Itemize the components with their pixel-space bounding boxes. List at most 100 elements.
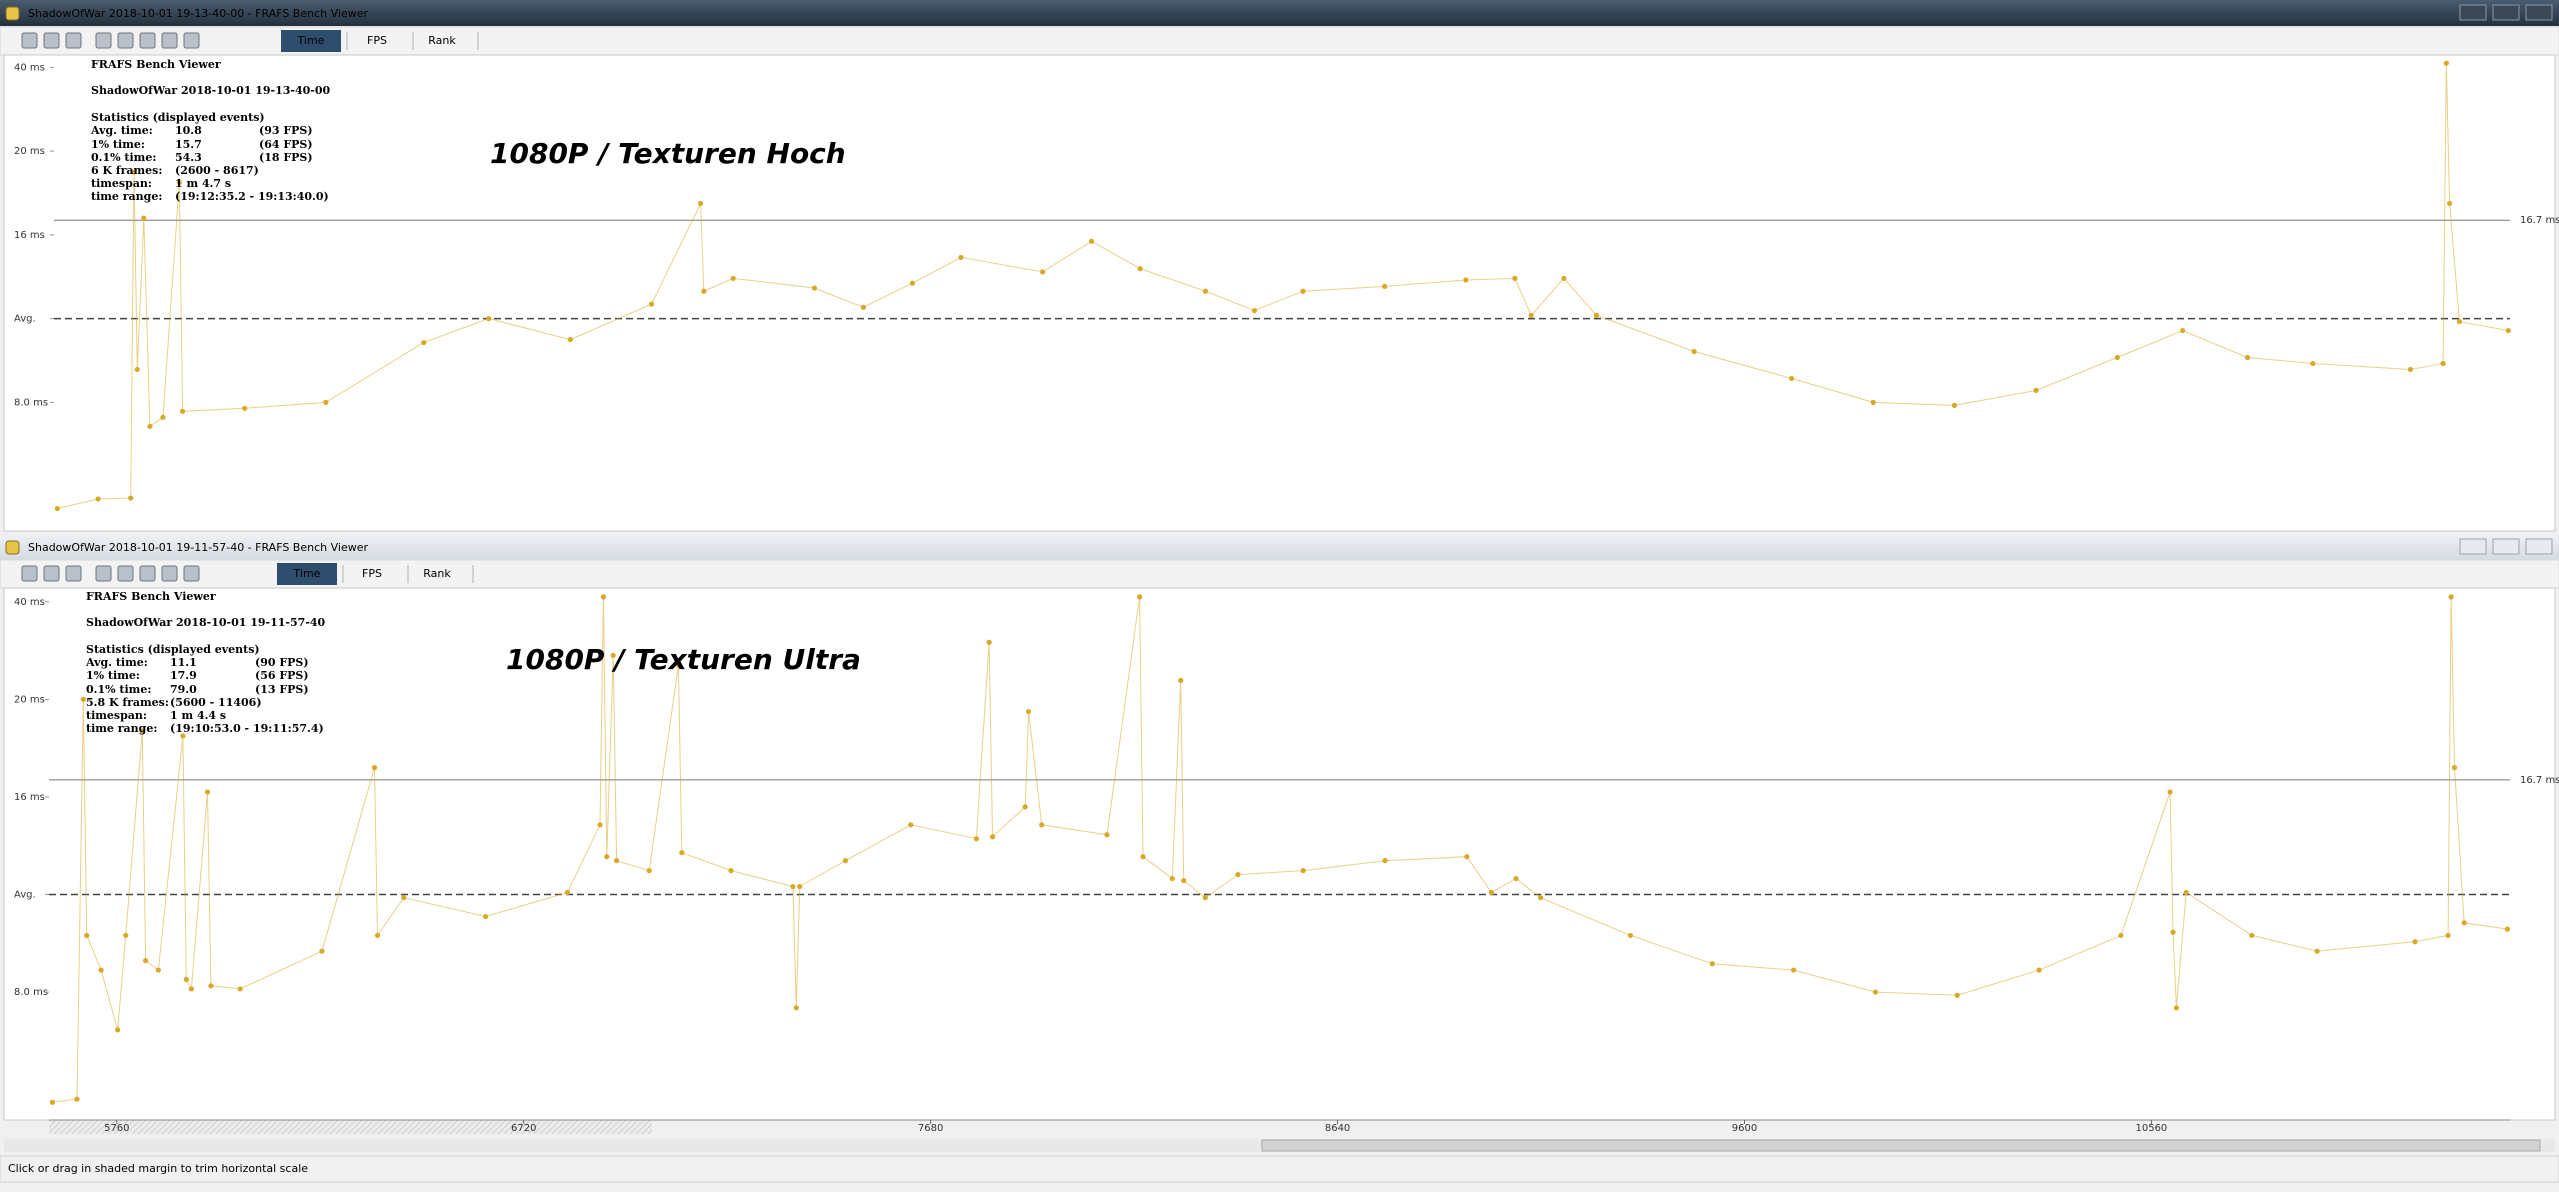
toolbar-icon[interactable] [183,32,200,49]
toolbar-icon[interactable] [161,32,178,49]
frame-point [1872,989,1879,995]
toolbar-icon[interactable] [95,565,112,582]
frame-point [989,834,996,840]
stats-cell: 10.8 [175,124,202,137]
toolbar [0,559,2559,589]
stats-cell: (5600 - 11406) [170,696,262,709]
frame-point [176,179,182,186]
stats-heading: Statistics (displayed events) [91,111,265,124]
frame-point [2167,789,2173,795]
frame-point [1235,871,1241,878]
toolbar-icon[interactable] [95,32,112,49]
frame-point [675,662,682,668]
stats-cell: (2600 - 8617) [175,164,259,177]
toolbar-icon[interactable] [139,32,156,49]
toolbar-icon[interactable] [117,565,134,582]
frame-point [1025,708,1032,715]
frame-point [1300,868,1306,874]
x-tick-label: 10560 [2135,1123,2167,1134]
y-tick-label: 8.0 ms [14,987,48,998]
frame-point [84,932,90,939]
title-bar [0,534,2559,560]
stats-cell: 1% time: [91,138,145,151]
toolbar-icon[interactable] [43,565,60,582]
frame-point [2443,60,2449,66]
trim-margin[interactable] [49,1120,652,1134]
stats-heading: Statistics (displayed events) [86,643,260,656]
stats-cell: (64 FPS) [259,138,313,151]
app-icon [5,6,20,21]
frame-point [793,1005,799,1011]
stats-cell: (19:10:53.0 - 19:11:57.4) [170,722,324,735]
tab[interactable]: FPS [367,34,387,47]
minimize-button[interactable] [2459,538,2487,555]
frame-point [204,789,211,795]
frame-point [2180,327,2186,334]
close-button[interactable] [2525,4,2553,21]
frame-point [2448,594,2454,600]
frame-point [1561,275,1567,281]
stats-cell: time range: [91,190,162,203]
toolbar-icon[interactable] [183,565,200,582]
toolbar-icon[interactable] [21,32,38,49]
window-title: ShadowOfWar 2018-10-01 19-11-57-40 - FRA… [28,541,368,554]
y-tick-label: 16 ms [14,230,45,241]
frame-point [860,304,867,310]
stats-cell: (56 FPS) [255,669,309,682]
frame-point [371,765,378,771]
frame-point [1513,875,1519,882]
tab-selected[interactable] [277,563,337,585]
toolbar-icon[interactable] [117,32,134,49]
frame-point [74,1096,80,1102]
frame-point [2505,327,2511,334]
maximize-button[interactable] [2492,538,2520,555]
stats-cell: timespan: [91,177,152,190]
toolbar-icon[interactable] [65,565,82,582]
minimize-button[interactable] [2459,4,2487,21]
frame-point [1464,854,1470,860]
scrollbar-thumb[interactable] [1261,1139,2541,1152]
stats-app: FRAFS Bench Viewer [86,590,216,603]
toolbar-icon[interactable] [21,565,38,582]
y-tick-label: Avg. [14,314,36,325]
stats-run: ShadowOfWar 2018-10-01 19-13-40-00 [91,84,330,97]
frame-point [2249,932,2255,939]
frame-point [2114,354,2120,361]
frame-point [679,850,685,856]
toolbar-icon[interactable] [139,565,156,582]
frame-point [139,728,145,734]
stats-cell: (13 FPS) [255,683,309,696]
y-tick-label: 20 ms [14,694,45,705]
frame-point [1488,889,1495,896]
frame-point [701,288,707,294]
frame-point [49,1099,55,1105]
tab[interactable]: Rank [428,34,456,47]
frame-point [2033,387,2039,393]
frame-point [610,652,616,659]
frame-point [1169,875,1175,882]
frame-point [155,967,161,973]
toolbar-icon[interactable] [65,32,82,49]
stats-cell: time range: [86,722,157,735]
stats-cell: 79.0 [170,683,197,696]
toolbar-icon[interactable] [161,565,178,582]
tab[interactable]: Time [297,34,325,47]
tab[interactable]: FPS [362,567,382,580]
app-icon [5,540,20,555]
close-button[interactable] [2525,538,2553,555]
frame-point [115,1027,121,1033]
tab-selected[interactable] [281,30,341,52]
frame-point [2445,932,2451,939]
frame-point [208,983,214,989]
frame-point [648,301,655,307]
frame-point [482,913,489,920]
frame-point [2451,765,2458,771]
toolbar-icon[interactable] [43,32,60,49]
stats-cell: 1 m 4.4 s [170,709,226,722]
frame-point [697,200,704,207]
stats-cell: 1% time: [86,669,140,682]
tab[interactable]: Rank [423,567,451,580]
tab[interactable]: Time [293,567,321,580]
maximize-button[interactable] [2492,4,2520,21]
frame-point [1251,307,1258,314]
